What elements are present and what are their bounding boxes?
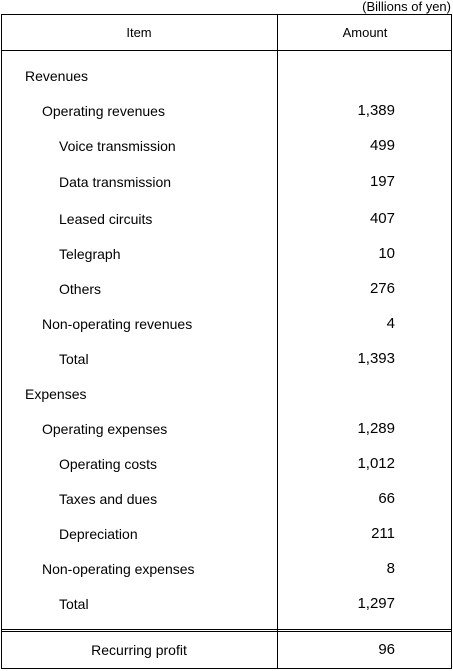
table-row: Leased circuits 407 — [1, 209, 452, 244]
profit-amount: 96 — [378, 641, 395, 658]
revenue-expense-table: Item Amount Revenues Operating revenues … — [1, 14, 452, 669]
row-label: Non-operating revenues — [42, 316, 193, 332]
row-label: Expenses — [25, 386, 87, 402]
row-label: Depreciation — [59, 526, 138, 542]
row-label: Taxes and dues — [59, 491, 158, 507]
row-label: Telegraph — [59, 246, 121, 262]
recurring-profit-row: Recurring profit 96 — [1, 632, 452, 668]
row-amount: 407 — [369, 210, 395, 227]
row-amount: 499 — [369, 137, 395, 154]
row-label: Operating expenses — [42, 421, 168, 437]
row-label: Total — [59, 596, 89, 612]
table-border — [1, 14, 452, 669]
row-amount: 1,289 — [357, 420, 395, 437]
table-row: Revenues — [1, 66, 452, 101]
total-divider-bottom — [1, 631, 452, 632]
table-row: Expenses — [1, 384, 452, 419]
row-amount: 1,012 — [357, 455, 395, 472]
header-divider — [1, 50, 452, 51]
table-row: Total 1,297 — [1, 594, 452, 629]
row-amount: 4 — [386, 315, 395, 332]
table-row: Others 276 — [1, 279, 452, 314]
total-divider-top — [1, 629, 452, 630]
table-row: Non-operating expenses 8 — [1, 559, 452, 594]
row-label: Voice transmission — [59, 138, 176, 154]
row-amount: 211 — [371, 525, 395, 542]
table-row: Operating revenues 1,389 — [1, 101, 452, 136]
table-row: Data transmission 197 — [1, 172, 452, 207]
unit-note: (Billions of yen) — [362, 0, 451, 14]
table-row: Depreciation 211 — [1, 524, 452, 559]
column-header-item: Item — [126, 25, 152, 40]
row-label: Leased circuits — [59, 211, 153, 227]
row-amount: 10 — [378, 245, 395, 262]
table-row: Operating expenses 1,289 — [1, 419, 452, 454]
row-amount: 1,393 — [357, 350, 395, 367]
row-label: Operating costs — [59, 456, 158, 472]
row-amount: 1,389 — [357, 102, 395, 119]
row-amount: 1,297 — [357, 595, 395, 612]
row-amount: 276 — [369, 280, 395, 297]
profit-label: Recurring profit — [91, 642, 187, 658]
row-amount: 66 — [378, 490, 395, 507]
row-label: Revenues — [25, 68, 89, 84]
row-label: Total — [59, 351, 89, 367]
table-row: Taxes and dues 66 — [1, 489, 452, 524]
row-label: Non-operating expenses — [42, 561, 195, 577]
table-row: Operating costs 1,012 — [1, 454, 452, 489]
row-amount: 8 — [386, 560, 395, 577]
table-row: Voice transmission 499 — [1, 136, 452, 171]
row-label: Others — [59, 281, 102, 297]
column-divider — [277, 14, 278, 669]
row-label: Operating revenues — [42, 103, 165, 119]
table-row: Total 1,393 — [1, 349, 452, 384]
table-row: Telegraph 10 — [1, 244, 452, 279]
table-row: Non-operating revenues 4 — [1, 314, 452, 349]
row-label: Data transmission — [59, 174, 172, 190]
row-amount: 197 — [369, 173, 395, 190]
column-header-amount: Amount — [342, 25, 388, 40]
